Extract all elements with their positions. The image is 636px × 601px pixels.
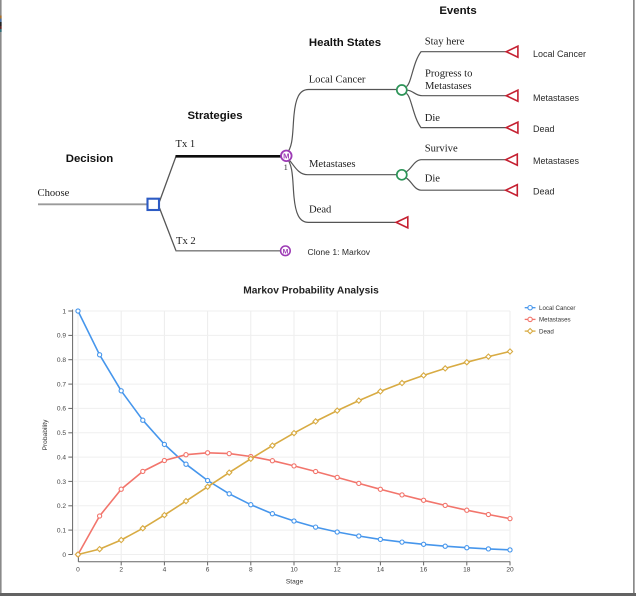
svg-text:0: 0: [76, 567, 80, 574]
svg-text:6: 6: [206, 567, 210, 574]
svg-text:Dead: Dead: [533, 187, 555, 197]
svg-text:Die: Die: [425, 173, 441, 184]
svg-text:0.5: 0.5: [57, 430, 66, 437]
svg-text:Events: Events: [439, 5, 476, 17]
svg-text:Choose: Choose: [38, 188, 70, 199]
svg-text:Survive: Survive: [425, 143, 458, 154]
svg-text:0.8: 0.8: [57, 357, 66, 364]
svg-text:0.2: 0.2: [57, 503, 66, 510]
svg-text:0.9: 0.9: [57, 333, 66, 340]
svg-text:0.1: 0.1: [57, 527, 66, 534]
svg-text:1: 1: [62, 308, 66, 315]
svg-text:20: 20: [506, 567, 514, 574]
svg-text:0.6: 0.6: [57, 406, 66, 413]
svg-text:14: 14: [377, 567, 385, 574]
svg-text:Markov Probability Analysis: Markov Probability Analysis: [243, 286, 379, 297]
svg-text:4: 4: [163, 567, 167, 574]
svg-text:Strategies: Strategies: [187, 110, 242, 122]
svg-text:Health States: Health States: [309, 37, 381, 49]
svg-text:Clone 1: Markov: Clone 1: Markov: [308, 247, 371, 257]
svg-text:Dead: Dead: [539, 328, 554, 335]
svg-text:0.3: 0.3: [57, 479, 66, 486]
svg-text:Local Cancer: Local Cancer: [533, 49, 586, 59]
svg-text:Tx 1: Tx 1: [176, 139, 196, 150]
svg-text:Progress to: Progress to: [425, 68, 472, 79]
svg-text:Metastases: Metastases: [539, 317, 571, 324]
svg-text:Stage: Stage: [286, 579, 304, 586]
svg-text:M: M: [283, 152, 289, 161]
svg-text:18: 18: [463, 567, 471, 574]
svg-text:Probability: Probability: [42, 419, 49, 450]
svg-text:1: 1: [284, 162, 288, 172]
svg-text:Die: Die: [425, 113, 441, 124]
svg-text:Local Cancer: Local Cancer: [539, 305, 575, 312]
svg-text:Tx 2: Tx 2: [176, 236, 196, 247]
svg-text:Local Cancer: Local Cancer: [309, 74, 366, 85]
svg-text:Metastases: Metastases: [425, 81, 471, 92]
svg-text:Metastases: Metastases: [309, 159, 355, 170]
svg-text:12: 12: [334, 567, 342, 574]
svg-text:Dead: Dead: [309, 204, 332, 215]
svg-text:0.7: 0.7: [57, 381, 66, 388]
svg-text:8: 8: [249, 567, 253, 574]
svg-text:2: 2: [119, 567, 123, 574]
svg-text:Decision: Decision: [66, 153, 114, 165]
svg-text:0.4: 0.4: [57, 454, 66, 461]
svg-text:Dead: Dead: [533, 124, 555, 134]
svg-text:Metastases: Metastases: [533, 93, 580, 103]
svg-text:10: 10: [290, 567, 298, 574]
svg-text:16: 16: [420, 567, 428, 574]
svg-text:M: M: [283, 248, 289, 255]
svg-text:0: 0: [62, 552, 66, 559]
svg-text:Metastases: Metastases: [533, 156, 580, 166]
svg-text:Stay here: Stay here: [425, 36, 465, 47]
